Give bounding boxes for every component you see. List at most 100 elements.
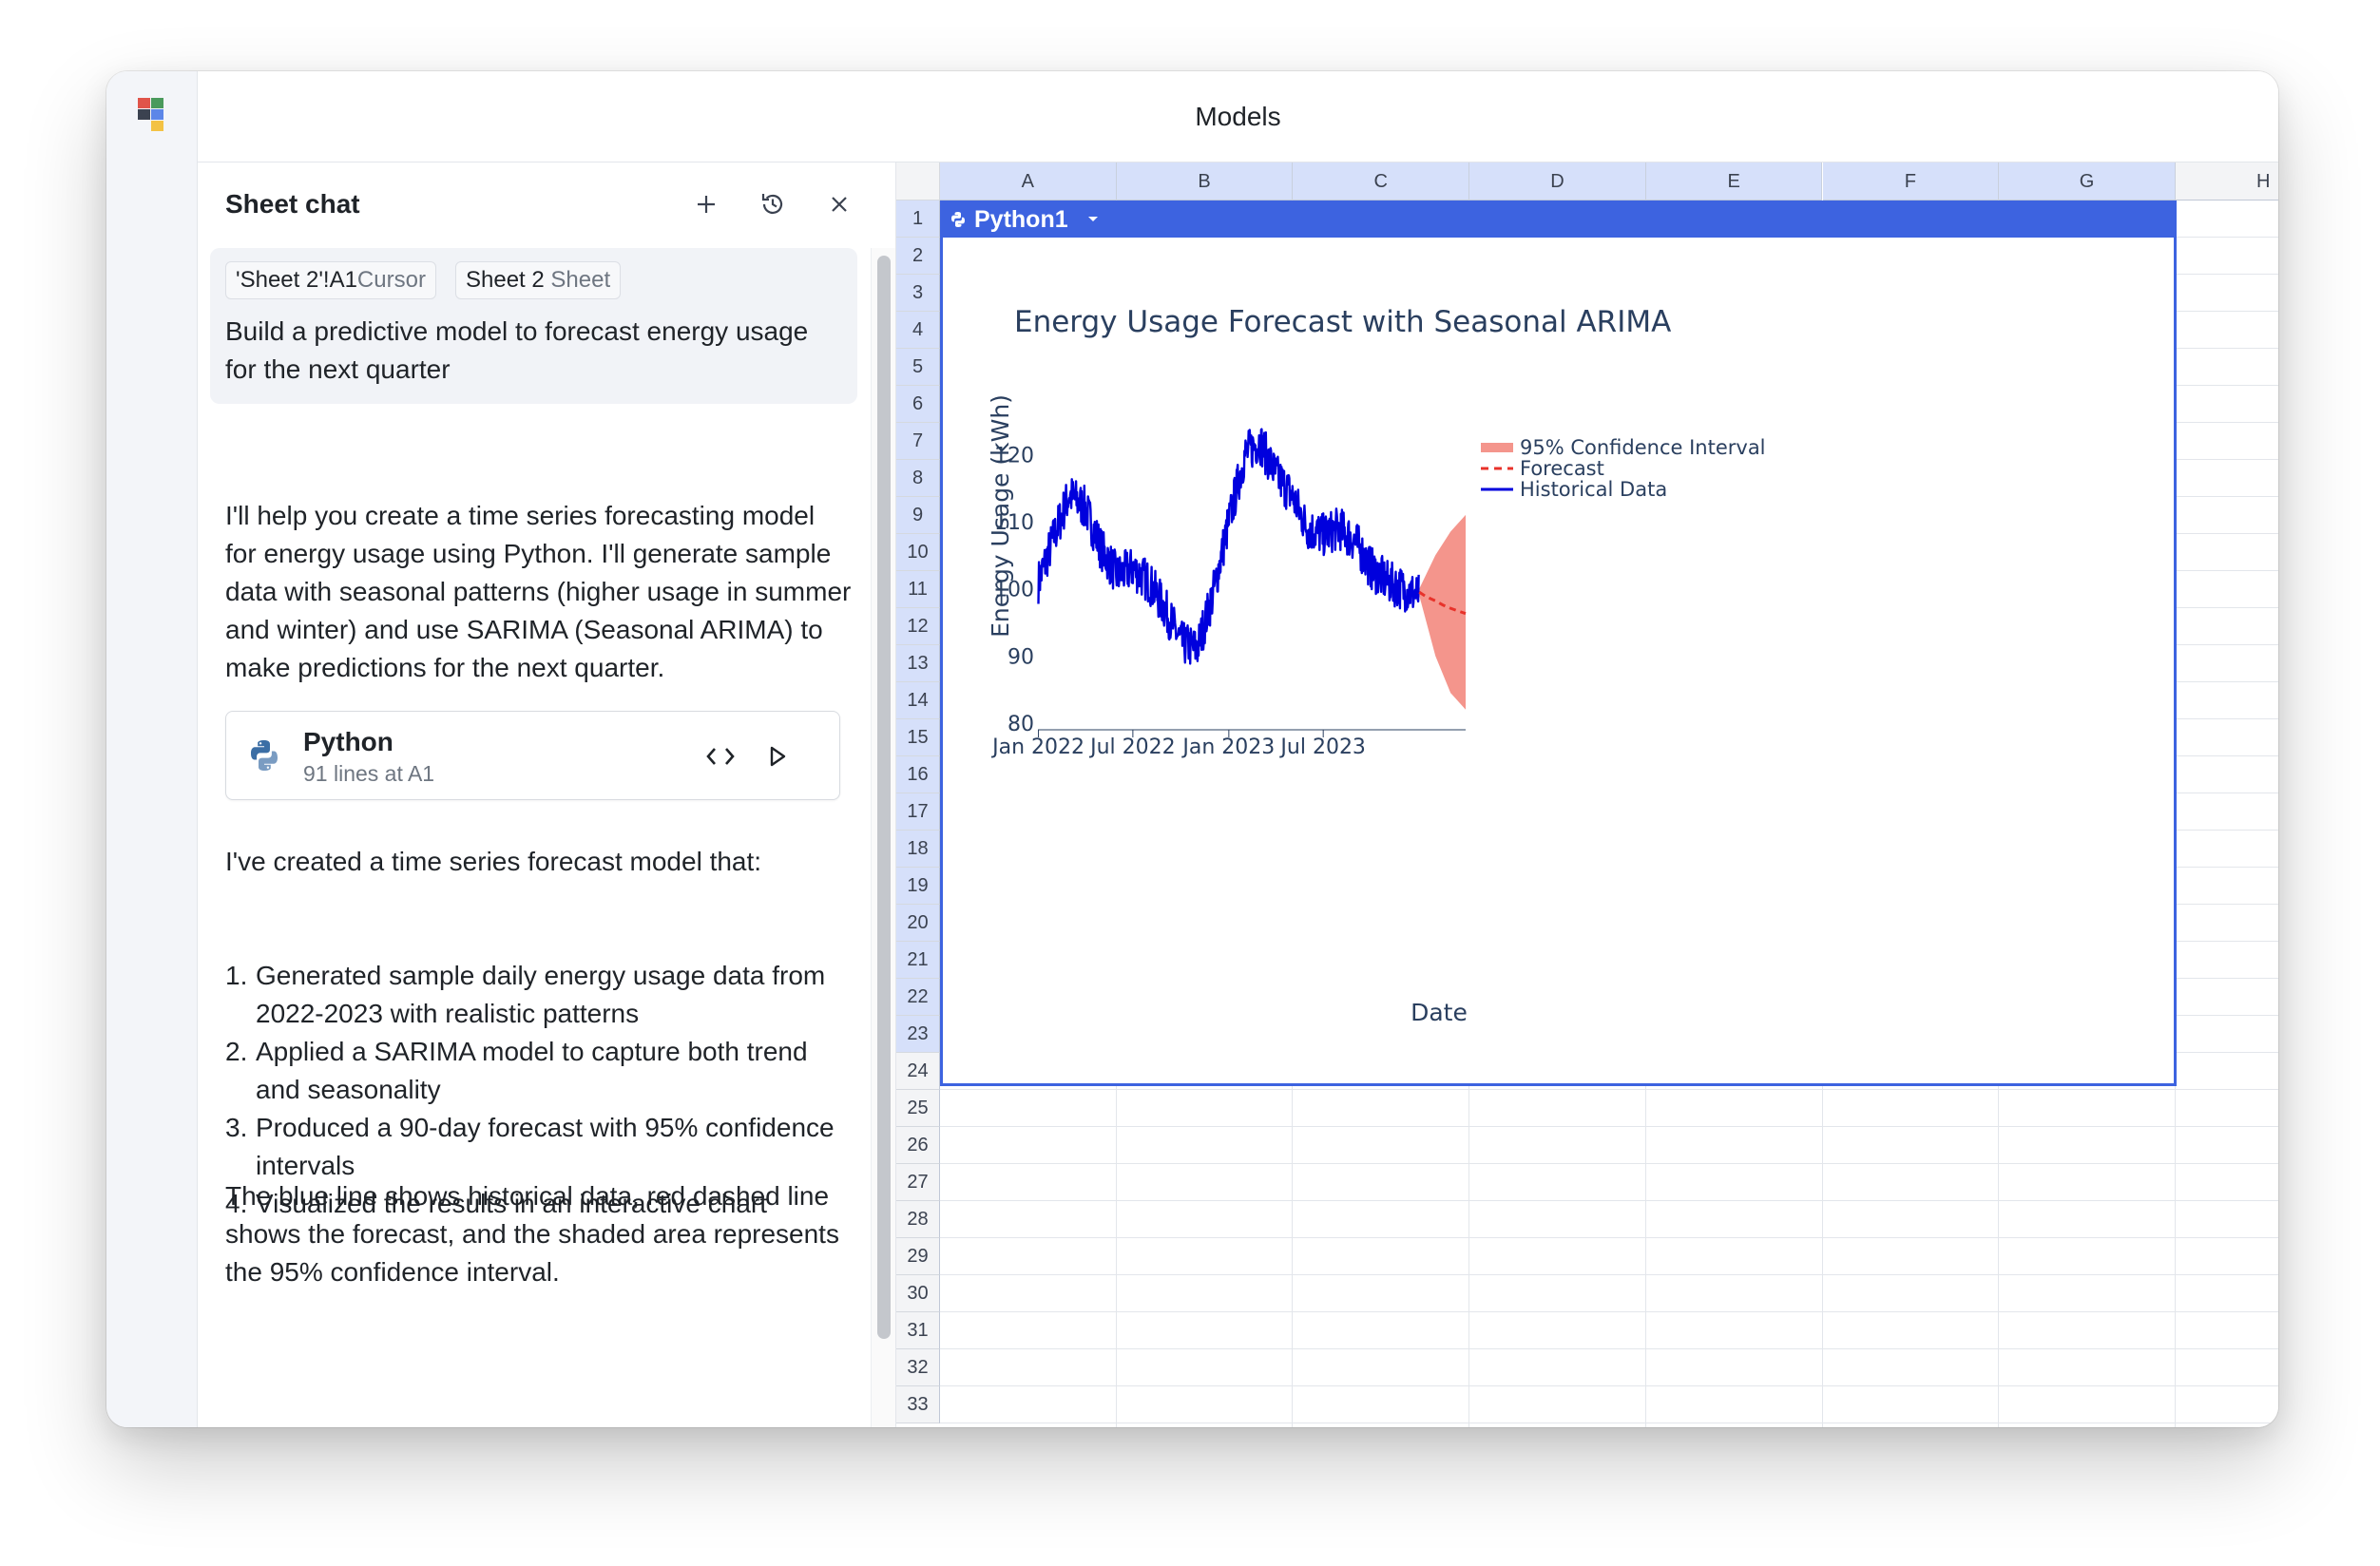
history-button[interactable] <box>754 185 792 223</box>
list-item: 4. Visualized the results in an interacti… <box>225 1189 767 1218</box>
user-message-text: Build a predictive model to forecast ene… <box>225 316 809 384</box>
python-logo-icon <box>951 212 965 227</box>
app-logo-icon[interactable] <box>138 98 164 134</box>
close-chat-button[interactable] <box>820 185 858 223</box>
forecast-chart[interactable]: Energy Usage Forecast with Seasonal ARIM… <box>943 238 2174 1083</box>
row-header[interactable]: 6 <box>896 386 940 423</box>
y-tick-label: 110 <box>994 511 1034 535</box>
column-header[interactable]: A <box>940 162 1117 201</box>
row-header[interactable]: 29 <box>896 1238 940 1275</box>
y-tick-label: 120 <box>994 444 1034 468</box>
chat-title: Sheet chat <box>225 189 360 219</box>
x-tick-label: Jul 2022 <box>1088 735 1176 759</box>
row-header[interactable]: 26 <box>896 1127 940 1164</box>
python-logo-icon <box>251 740 278 771</box>
close-icon <box>832 197 847 212</box>
gridline <box>940 1200 2278 1201</box>
chat-scrollbar-thumb[interactable] <box>877 256 891 1339</box>
row-header[interactable]: 1 <box>896 201 940 238</box>
row-header[interactable]: 25 <box>896 1090 940 1127</box>
chart-title: Energy Usage Forecast with Seasonal ARIM… <box>1014 305 1671 339</box>
list-item-text: Produced a 90-day forecast with 95% conf… <box>256 1113 835 1180</box>
row-header[interactable]: 17 <box>896 793 940 831</box>
chip-kind: Cursor <box>356 267 426 293</box>
row-header[interactable]: 19 <box>896 868 940 905</box>
row-header[interactable]: 10 <box>896 534 940 571</box>
column-header[interactable]: B <box>1116 162 1294 201</box>
row-header[interactable]: 30 <box>896 1275 940 1312</box>
confidence-interval-band <box>1419 514 1466 710</box>
row-header[interactable]: 23 <box>896 1016 940 1053</box>
row-header[interactable]: 24 <box>896 1053 940 1090</box>
row-header[interactable]: 18 <box>896 831 940 868</box>
window-title: Models <box>1195 102 1281 131</box>
row-header[interactable]: 31 <box>896 1312 940 1349</box>
row-header[interactable]: 3 <box>896 275 940 312</box>
row-header[interactable]: 32 <box>896 1349 940 1386</box>
new-chat-button[interactable] <box>687 185 725 223</box>
run-code-button[interactable] <box>758 737 797 775</box>
chat-header: Sheet chat <box>198 162 895 248</box>
row-header[interactable]: 2 <box>896 238 940 275</box>
context-chip-sheet[interactable]: Sheet 2 Sheet <box>455 261 622 299</box>
row-header[interactable]: 28 <box>896 1201 940 1238</box>
user-message: 'Sheet 2'!A1Cursor Sheet 2 Sheet Build a… <box>210 248 857 404</box>
x-tick-label: Jul 2023 <box>1278 735 1366 759</box>
row-header[interactable]: 27 <box>896 1164 940 1201</box>
python-cell-label: Python1 <box>974 206 1068 233</box>
python-chart-output[interactable]: Energy Usage Forecast with Seasonal ARIM… <box>943 238 2174 1083</box>
chat-scrollbar[interactable] <box>871 248 895 1427</box>
y-tick-label: 100 <box>994 579 1034 602</box>
column-header[interactable]: H <box>2175 162 2278 201</box>
python-code-card[interactable]: Python 91 lines at A1 <box>225 711 840 800</box>
y-tick-label: 90 <box>1008 645 1034 669</box>
chip-label: 'Sheet 2'!A1 <box>236 267 357 293</box>
code-card-subtitle: 91 lines at A1 <box>303 761 435 786</box>
forecast-line <box>1418 590 1467 616</box>
spreadsheet-grid[interactable]: A B C D E F G H 1 2 3 4 5 6 7 8 9 10 11 12 13 14 15 16 17 18 19 20 2… <box>896 162 2278 1427</box>
list-item: 2. Applied a SARIMA model to capture both… <box>225 1037 808 1104</box>
left-rail <box>106 71 198 1427</box>
app-window: Models Sheet chat 'Sheet 2'!A1Cursor She… <box>106 71 2278 1427</box>
title-bar: Models <box>198 71 2278 162</box>
row-header[interactable]: 14 <box>896 682 940 719</box>
gridline <box>940 1311 2278 1312</box>
column-header[interactable]: G <box>1999 162 2176 201</box>
column-header[interactable]: C <box>1293 162 1470 201</box>
row-header[interactable]: 7 <box>896 423 940 460</box>
python-cell-header[interactable]: Python1 <box>942 201 2175 238</box>
row-header[interactable]: 12 <box>896 608 940 645</box>
list-item: 1. Generated sample daily energy usage da… <box>225 961 826 1028</box>
code-card-title: Python <box>303 727 393 756</box>
row-header[interactable]: 15 <box>896 719 940 756</box>
row-header[interactable]: 20 <box>896 905 940 942</box>
x-axis-label: Date <box>1411 999 1468 1026</box>
gridline <box>940 1163 2278 1164</box>
row-header[interactable]: 22 <box>896 979 940 1016</box>
column-header[interactable]: D <box>1469 162 1646 201</box>
x-tick-label: Jan 2023 <box>1180 735 1275 759</box>
row-header[interactable]: 16 <box>896 756 940 793</box>
chevron-down-icon[interactable] <box>1086 215 1100 224</box>
row-header[interactable]: 11 <box>896 571 940 608</box>
history-icon <box>761 194 783 214</box>
row-header[interactable]: 33 <box>896 1386 940 1423</box>
historical-data-line <box>1037 428 1420 665</box>
row-header[interactable]: 9 <box>896 497 940 534</box>
assistant-intro-text: I'll help you create a time series forec… <box>225 501 852 682</box>
x-tick-label: Jan 2022 <box>990 735 1084 759</box>
legend-label: Forecast <box>1520 457 1604 480</box>
select-all-corner[interactable] <box>896 162 940 201</box>
context-chip-cursor[interactable]: 'Sheet 2'!A1Cursor <box>225 261 436 299</box>
view-code-button[interactable] <box>701 737 739 775</box>
column-header[interactable]: F <box>1822 162 2000 201</box>
play-icon <box>770 746 786 767</box>
row-header[interactable]: 8 <box>896 460 940 497</box>
chip-kind: Sheet <box>550 267 611 293</box>
row-header[interactable]: 4 <box>896 312 940 349</box>
column-header[interactable]: E <box>1645 162 1823 201</box>
row-header[interactable]: 5 <box>896 349 940 386</box>
row-header[interactable]: 13 <box>896 645 940 682</box>
list-item: 3. Produced a 90-day forecast with 95% co… <box>225 1113 835 1180</box>
row-header[interactable]: 21 <box>896 942 940 979</box>
